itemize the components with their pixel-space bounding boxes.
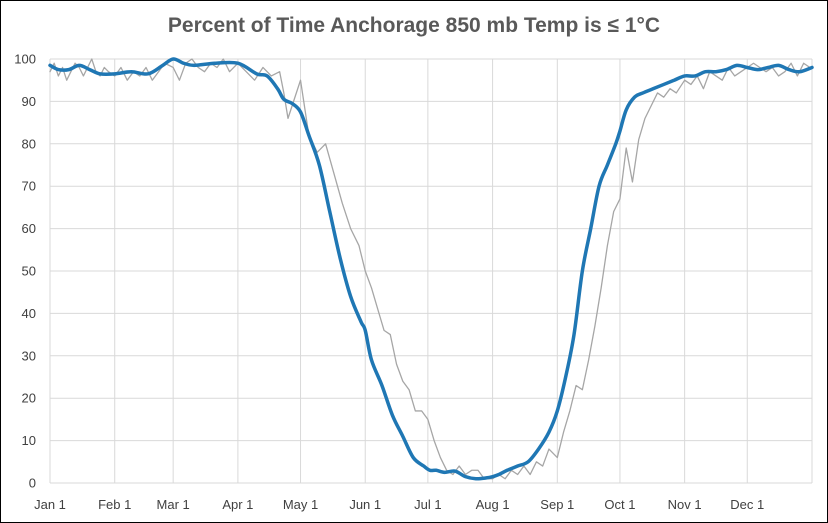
y-tick-label: 40 <box>22 306 36 321</box>
y-tick-label: 50 <box>22 264 36 279</box>
x-tick-label: Jan 1 <box>34 497 66 512</box>
x-tick-label: Jul 1 <box>414 497 441 512</box>
y-tick-label: 90 <box>22 94 36 109</box>
grid-layer <box>49 58 813 484</box>
x-tick-label: Oct 1 <box>604 497 635 512</box>
y-tick-label: 70 <box>22 179 36 194</box>
chart-title: Percent of Time Anchorage 850 mb Temp is… <box>167 14 661 37</box>
x-axis: Jan 1 Feb 1 Mar 1 Apr 1 May 1 Jun 1 Jul 1 Aug 1… <box>34 497 764 512</box>
x-tick-label: Nov 1 <box>668 497 702 512</box>
y-tick-label: 10 <box>22 433 36 448</box>
x-tick-label: Mar 1 <box>157 497 190 512</box>
y-axis: 0 10 20 30 40 50 60 70 80 90 100 <box>14 52 36 491</box>
smoothed-series-line <box>48 57 814 481</box>
y-tick-label: 100 <box>14 52 36 67</box>
daily-series-line <box>49 58 811 480</box>
y-tick-label: 0 <box>29 476 36 491</box>
y-tick-label: 30 <box>22 348 36 363</box>
x-tick-label: Feb 1 <box>98 497 131 512</box>
x-tick-label: Aug 1 <box>476 497 510 512</box>
y-tick-label: 20 <box>22 391 36 406</box>
y-tick-label: 80 <box>22 136 36 151</box>
x-tick-label: Apr 1 <box>222 497 253 512</box>
x-tick-label: May 1 <box>283 497 318 512</box>
y-tick-label: 60 <box>22 221 36 236</box>
x-tick-label: Sep 1 <box>540 497 574 512</box>
series-layer <box>48 57 814 481</box>
x-tick-label: Jun 1 <box>349 497 381 512</box>
x-tick-label: Dec 1 <box>730 497 764 512</box>
